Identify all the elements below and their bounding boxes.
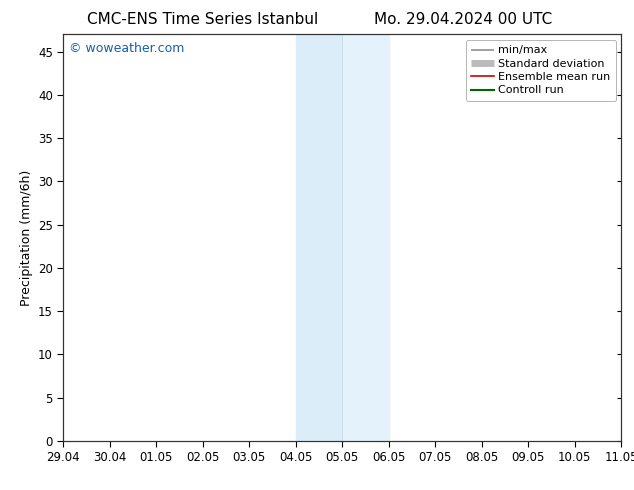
Text: Mo. 29.04.2024 00 UTC: Mo. 29.04.2024 00 UTC: [373, 12, 552, 27]
Text: CMC-ENS Time Series Istanbul: CMC-ENS Time Series Istanbul: [87, 12, 318, 27]
Bar: [296, 34, 342, 441]
Y-axis label: Precipitation (mm/6h): Precipitation (mm/6h): [20, 170, 32, 306]
Legend: min/max, Standard deviation, Ensemble mean run, Controll run: min/max, Standard deviation, Ensemble me…: [466, 40, 616, 101]
Bar: [342, 34, 389, 441]
Text: © woweather.com: © woweather.com: [69, 43, 184, 55]
